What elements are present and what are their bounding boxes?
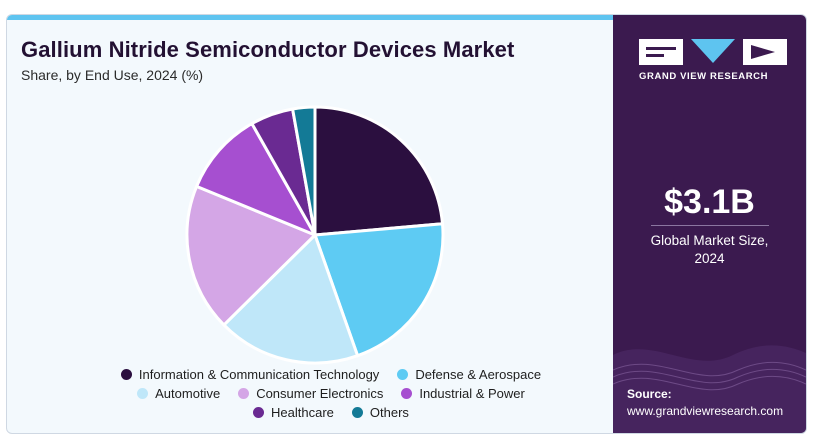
chart-subtitle: Share, by End Use, 2024 (%) <box>21 67 204 83</box>
source-link[interactable]: www.grandviewresearch.com <box>627 404 784 418</box>
legend-row: Healthcare Others <box>61 403 601 422</box>
pie-slice-information-communication-technology <box>313 105 445 237</box>
decorative-wave <box>613 345 806 433</box>
legend-item-healthcare: Healthcare <box>253 405 334 420</box>
legend-item-others: Others <box>351 405 409 420</box>
market-size-label-line1: Global Market Size, <box>650 233 769 248</box>
legend-label-ict: Information & Communication Technology <box>138 367 380 382</box>
legend-swatch-automotive <box>137 388 149 399</box>
summary-sidebar: GRAND VIEW RESEARCH $3.1B Global Market … <box>613 15 806 433</box>
pie-slice-industrial-power <box>195 122 317 237</box>
legend-label-defense: Defense & Aerospace <box>415 367 542 382</box>
legend-row: Automotive Consumer Electronics Industri… <box>61 384 601 403</box>
accent-bar <box>7 15 613 20</box>
legend-item-industrial: Industrial & Power <box>401 386 525 401</box>
chart-legend: Information & Communication Technology D… <box>61 365 601 422</box>
legend-label-industrial: Industrial & Power <box>419 386 525 401</box>
legend-label-automotive: Automotive <box>155 386 221 401</box>
legend-label-others: Others <box>369 405 409 420</box>
legend-label-consumer-electronics: Consumer Electronics <box>256 386 384 401</box>
divider <box>651 225 769 226</box>
market-size-label-line2: 2024 <box>694 251 725 266</box>
legend-label-healthcare: Healthcare <box>271 405 334 420</box>
market-size-label: Global Market Size, 2024 <box>613 232 806 268</box>
legend-item-defense: Defense & Aerospace <box>397 367 541 382</box>
brand-name: GRAND VIEW RESEARCH <box>639 71 769 82</box>
legend-row: Information & Communication Technology D… <box>61 365 601 384</box>
legend-swatch-others <box>351 407 363 418</box>
pie-slice-automotive <box>222 233 360 365</box>
legend-swatch-industrial <box>401 388 413 399</box>
legend-item-automotive: Automotive <box>137 386 220 401</box>
legend-swatch-defense <box>397 369 409 380</box>
legend-swatch-healthcare <box>253 407 265 418</box>
chart-card: Gallium Nitride Semiconductor Devices Ma… <box>6 14 807 434</box>
legend-item-ict: Information & Communication Technology <box>120 367 380 382</box>
legend-item-consumer-electronics: Consumer Electronics <box>238 386 383 401</box>
legend-swatch-ict <box>120 369 132 380</box>
pie-slice-consumer-electronics <box>185 184 317 327</box>
source-label: Source: <box>627 387 672 401</box>
gvr-logo-icon <box>639 39 787 65</box>
chart-title: Gallium Nitride Semiconductor Devices Ma… <box>21 37 515 62</box>
market-size-value: $3.1B <box>664 183 755 221</box>
pie-slice-others <box>291 105 317 237</box>
legend-swatch-consumer-electronics <box>238 388 250 399</box>
pie-chart <box>185 105 445 365</box>
